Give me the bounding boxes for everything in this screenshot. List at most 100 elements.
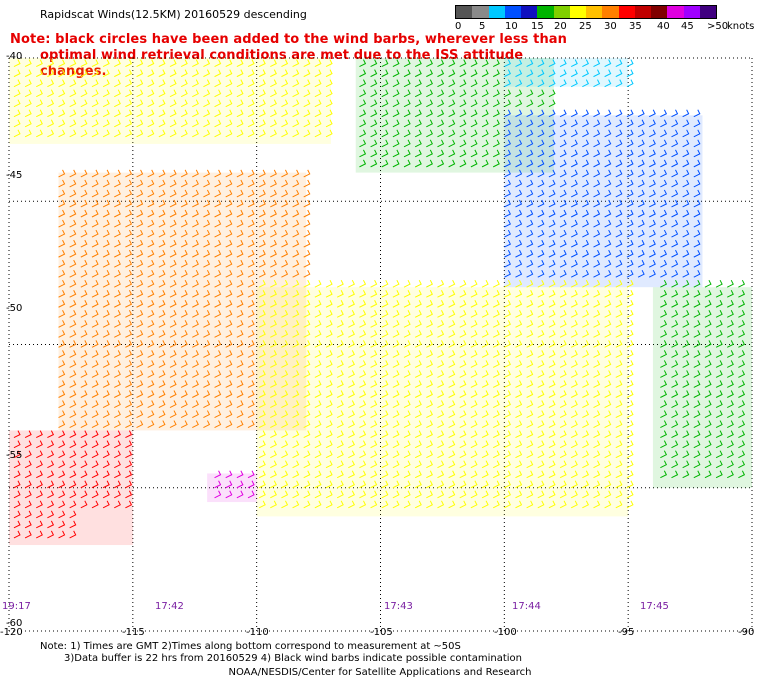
wind-barb (671, 219, 679, 228)
wind-barb (36, 430, 43, 439)
wind-barb (136, 219, 144, 228)
wind-barb (281, 209, 289, 218)
wind-barb (615, 430, 623, 439)
wind-barb (125, 400, 133, 408)
wind-barb (381, 69, 389, 78)
wind-barb (214, 59, 222, 68)
wind-barb (570, 279, 578, 288)
wind-barb (727, 300, 734, 308)
wind-barb (247, 480, 255, 489)
wind-barb (136, 390, 144, 398)
wind-barb (180, 360, 188, 368)
wind-barb (270, 129, 277, 138)
wind-barb (102, 229, 110, 238)
wind-barb (58, 390, 66, 398)
wind-barb (526, 209, 534, 218)
wind-barb (114, 360, 121, 368)
wind-barb (648, 179, 656, 188)
wind-barb (559, 259, 567, 268)
wind-barb (548, 259, 556, 268)
wind-barb (582, 500, 590, 509)
wind-barb (437, 310, 445, 318)
lon-label: -100 (494, 627, 517, 638)
wind-barb (102, 350, 110, 358)
wind-barb (604, 199, 612, 208)
wind-barb (169, 189, 177, 198)
wind-barb (426, 310, 433, 318)
wind-barb (236, 390, 244, 398)
wind-barb (615, 290, 623, 298)
wind-barb (192, 310, 199, 318)
wind-barb (515, 139, 523, 148)
wind-barb (582, 430, 590, 439)
wind-barb (258, 300, 266, 308)
wind-barb (314, 460, 322, 469)
wind-barb (548, 430, 556, 439)
wind-barb (704, 300, 712, 308)
wind-barb (448, 320, 456, 328)
wind-barb (704, 430, 712, 439)
wind-barb (570, 209, 578, 218)
wind-barb (604, 69, 612, 78)
wind-barb (504, 310, 512, 318)
wind-barb (125, 179, 133, 188)
legend-label: 35 (629, 21, 642, 32)
wind-barb (570, 249, 578, 258)
wind-barb (682, 279, 690, 288)
legend-label: 5 (479, 21, 486, 32)
wind-barb (570, 239, 578, 248)
wind-barb (526, 310, 534, 318)
wind-barb (281, 169, 289, 178)
wind-barb (548, 350, 556, 358)
wind-barb (125, 430, 133, 439)
wind-barb (448, 290, 456, 298)
wind-barb (727, 330, 734, 338)
wind-barb (459, 69, 467, 78)
wind-barb (102, 269, 110, 278)
wind-barb (470, 500, 478, 509)
legend-swatch (553, 6, 570, 18)
wind-barb (247, 179, 255, 188)
wind-barb (515, 109, 523, 118)
wind-barb (660, 179, 668, 188)
wind-barb (236, 229, 244, 238)
wind-barb (492, 370, 500, 378)
wind-barb (426, 480, 433, 489)
wind-barb (348, 320, 355, 328)
wind-barb (548, 500, 556, 509)
wind-barb (548, 400, 556, 408)
wind-barb (515, 169, 523, 178)
wind-barb (626, 159, 634, 168)
wind-barb (548, 420, 556, 429)
wind-barb (548, 320, 556, 328)
wind-barb (69, 490, 77, 499)
wind-barb (359, 370, 367, 378)
wind-barb (459, 350, 467, 358)
wind-barb (69, 500, 77, 509)
wind-barb (704, 420, 712, 429)
wind-barb (214, 360, 222, 368)
wind-barb (526, 420, 534, 429)
wind-barb (403, 470, 411, 479)
wind-barb (593, 310, 601, 318)
wind-barb (192, 320, 199, 328)
wind-barb (426, 380, 433, 388)
wind-barb (437, 69, 445, 78)
wind-barb (492, 330, 500, 338)
wind-barb (370, 450, 378, 459)
wind-barb (604, 330, 612, 338)
wind-barb (281, 490, 289, 499)
wind-barb (58, 400, 66, 408)
wind-barb (615, 149, 623, 158)
wind-barb (537, 119, 545, 128)
wind-barb (114, 169, 121, 178)
wind-barb (626, 259, 634, 268)
wind-barb (515, 470, 523, 479)
wind-barb (258, 420, 266, 429)
wind-barb (492, 149, 500, 158)
wind-barb (192, 390, 199, 398)
wind-barb (91, 269, 99, 278)
wind-barb (537, 430, 545, 439)
wind-barb (448, 440, 456, 449)
wind-barb (214, 109, 222, 118)
